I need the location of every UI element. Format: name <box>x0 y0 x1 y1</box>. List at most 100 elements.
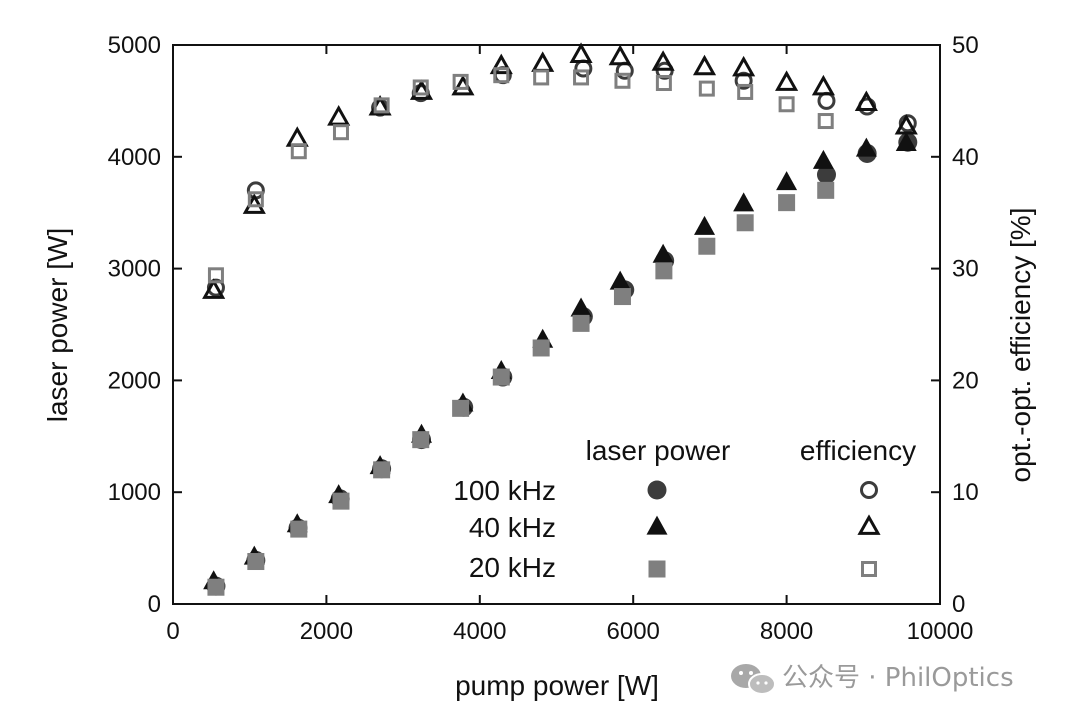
efficiency-point-40khz <box>651 50 675 71</box>
legend-marker-efficiency-20khz <box>861 561 877 577</box>
efficiency-point-40khz <box>608 44 632 66</box>
efficiency-point-40khz <box>202 278 226 299</box>
efficiency-point-40khz <box>489 53 513 75</box>
laser-power-point-20khz <box>492 368 510 386</box>
plot-area <box>172 44 941 605</box>
laser-power-point-20khz <box>572 314 590 332</box>
laser-power-point-40khz <box>652 243 674 263</box>
efficiency-point-20khz <box>452 73 469 90</box>
efficiency-point-20khz <box>412 79 429 96</box>
laser-power-point-20khz <box>778 194 796 212</box>
efficiency-point-40khz <box>569 42 593 63</box>
laser-power-point-20khz <box>532 339 550 357</box>
laser-power-point-40khz <box>609 270 631 290</box>
x-tick-label: 8000 <box>760 618 813 645</box>
x-tick-label: 2000 <box>300 618 353 645</box>
laser-power-point-20khz <box>247 553 265 571</box>
plot-frame <box>172 44 941 605</box>
laser-power-point-20khz <box>373 461 391 479</box>
x-tick-label: 4000 <box>453 618 506 645</box>
laser-power-point-40khz <box>570 297 592 317</box>
efficiency-point-40khz <box>775 70 799 91</box>
y-tick-label-left: 5000 <box>108 32 161 59</box>
efficiency-point-40khz <box>327 105 351 126</box>
y-tick-label-right: 0 <box>952 591 965 618</box>
efficiency-point-40khz <box>854 90 878 112</box>
legend-marker-laser-40khz <box>646 515 668 535</box>
y-axis-title-right: opt.-opt. efficiency [%] <box>1005 208 1036 483</box>
y-tick-label-left: 1000 <box>108 479 161 506</box>
legend-header-efficiency: efficiency <box>800 435 916 466</box>
legend-marker-laser-20khz <box>648 560 666 578</box>
x-tick-label: 6000 <box>607 618 660 645</box>
efficiency-point-40khz <box>692 54 717 76</box>
efficiency-point-40khz <box>732 55 756 77</box>
legend-label-20khz: 20 kHz <box>469 552 556 583</box>
y-tick-label-left: 0 <box>148 591 161 618</box>
y-tick-label-right: 50 <box>952 32 979 59</box>
laser-power-point-20khz <box>817 181 835 199</box>
efficiency-point-40khz <box>894 113 918 135</box>
legend: laser power efficiency 100 kHz 40 kHz 20… <box>453 435 916 583</box>
laser-power-point-20khz <box>332 492 350 510</box>
efficiency-point-40khz <box>451 74 475 96</box>
efficiency-point-100khz <box>734 71 753 90</box>
y-tick-label-left: 4000 <box>108 144 161 171</box>
data-points <box>202 42 918 596</box>
laser-power-point-20khz <box>207 578 225 596</box>
axis-ticks: 0 2000 4000 6000 8000 10000010002000300040005… <box>108 32 979 645</box>
legend-label-100khz: 100 kHz <box>453 475 556 506</box>
x-axis-title: pump power [W] <box>455 670 659 701</box>
y-axis-title-left: laser power [W] <box>42 228 73 423</box>
efficiency-point-20khz <box>207 267 224 284</box>
laser-power-point-40khz <box>812 149 834 169</box>
laser-power-point-20khz <box>452 399 470 417</box>
y-tick-label-left: 2000 <box>108 367 161 394</box>
laser-power-point-20khz <box>613 288 631 306</box>
legend-marker-efficiency-40khz <box>857 514 881 535</box>
laser-power-point-40khz <box>733 192 755 212</box>
laser-power-point-20khz <box>736 214 754 232</box>
y-tick-label-left: 3000 <box>108 256 161 283</box>
laser-power-point-40khz <box>895 131 917 151</box>
laser-power-point-20khz <box>655 262 673 280</box>
efficiency-point-20khz <box>573 69 590 86</box>
legend-marker-efficiency-100khz <box>860 481 878 499</box>
efficiency-point-20khz <box>817 113 834 130</box>
efficiency-point-100khz <box>898 114 917 133</box>
y-tick-label-right: 30 <box>952 256 979 283</box>
efficiency-point-100khz <box>817 91 836 110</box>
laser-power-point-40khz <box>855 137 877 157</box>
legend-marker-laser-100khz <box>647 480 667 500</box>
laser-power-point-100khz <box>816 165 836 185</box>
watermark-text: 公众号 · PhilOptics <box>782 663 1014 693</box>
y-tick-label-right: 40 <box>952 144 979 171</box>
efficiency-point-20khz <box>332 124 349 141</box>
legend-label-40khz: 40 kHz <box>469 512 556 543</box>
wechat-icon <box>731 664 776 695</box>
watermark: 公众号 · PhilOptics <box>731 663 1014 695</box>
efficiency-point-20khz <box>247 191 264 208</box>
efficiency-point-20khz <box>614 72 631 89</box>
legend-header-laser-power: laser power <box>586 435 731 466</box>
efficiency-point-20khz <box>373 97 390 114</box>
efficiency-point-40khz <box>285 126 309 147</box>
legend-markers <box>646 480 881 578</box>
efficiency-point-20khz <box>778 96 795 113</box>
laser-power-point-20khz <box>412 431 430 449</box>
efficiency-point-40khz <box>531 51 555 72</box>
y-tick-label-right: 10 <box>952 479 979 506</box>
efficiency-point-20khz <box>493 67 510 84</box>
efficiency-point-20khz <box>698 80 715 97</box>
y-tick-label-right: 20 <box>952 367 979 394</box>
x-tick-label: 10000 <box>907 618 974 645</box>
efficiency-point-20khz <box>290 143 307 160</box>
laser-power-point-20khz <box>698 237 716 255</box>
efficiency-point-20khz <box>655 75 672 92</box>
efficiency-point-40khz <box>811 74 835 96</box>
laser-power-point-40khz <box>694 215 716 235</box>
efficiency-point-20khz <box>737 83 754 100</box>
laser-power-point-20khz <box>290 520 308 538</box>
